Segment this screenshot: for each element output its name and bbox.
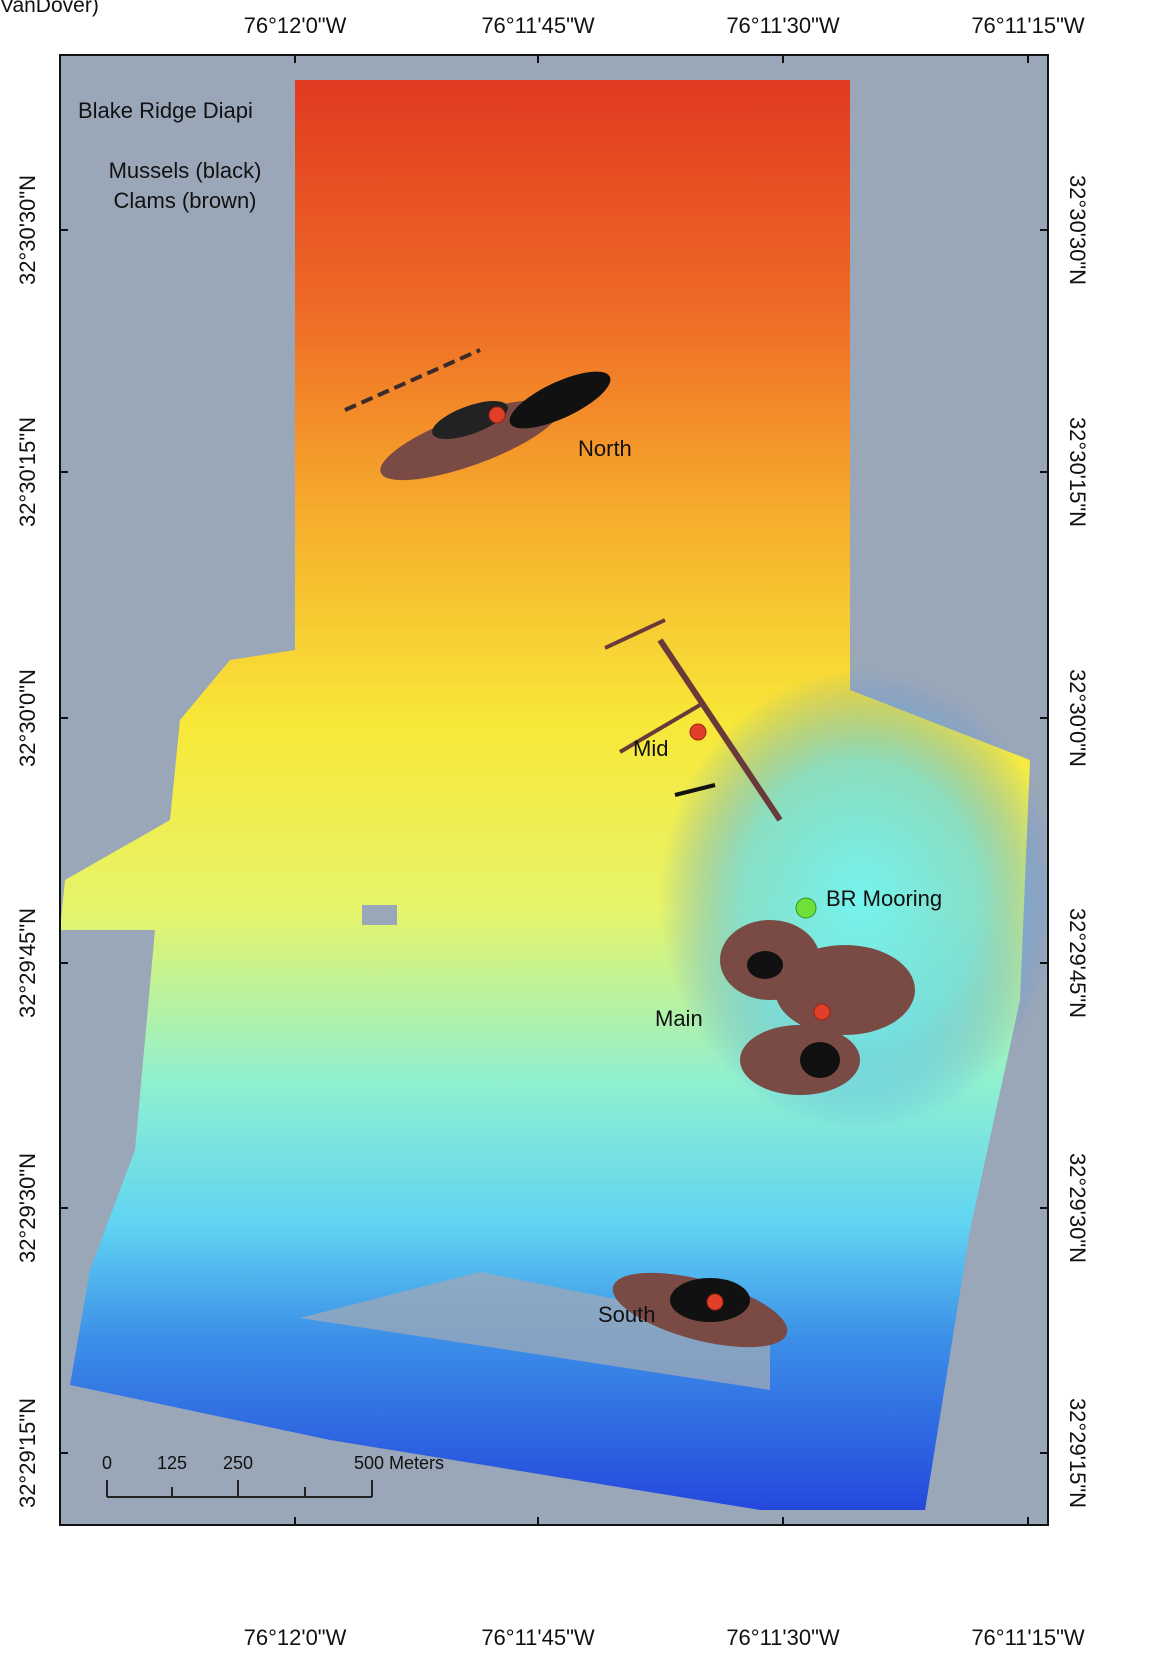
- longitude-label: 76°11'30"W: [726, 13, 840, 38]
- site-label: Main: [655, 1006, 703, 1031]
- map-title: Blake Ridge Diapi: [78, 98, 253, 123]
- legend-entry: Mussels (black): [109, 158, 262, 183]
- longitude-label: 76°11'15"W: [971, 1625, 1085, 1650]
- latitude-label: 32°29'45"N: [1065, 908, 1090, 1018]
- latitude-label: 32°29'45"N: [15, 908, 40, 1018]
- scale-label: 500 Meters: [354, 1453, 444, 1473]
- longitude-label: 76°11'45"W: [481, 13, 595, 38]
- latitude-label: 32°30'15"N: [15, 417, 40, 527]
- longitude-label: 76°12'0"W: [244, 1625, 347, 1650]
- site-label: North: [578, 436, 632, 461]
- latitude-label: 32°29'30"N: [15, 1153, 40, 1263]
- site-label: Mid: [633, 736, 668, 761]
- map-body: [60, 55, 1060, 1525]
- longitude-label: 76°12'0"W: [244, 13, 347, 38]
- scale-label: 250: [223, 1453, 253, 1473]
- legend-entry: Clams (brown): [113, 188, 256, 213]
- scale-label: 0: [102, 1453, 112, 1473]
- longitude-label: 76°11'45"W: [481, 1625, 595, 1650]
- site-label: BR Mooring: [826, 886, 942, 911]
- map-figure: VanDover): [0, 0, 1158, 1650]
- latitude-label: 32°30'30"N: [1065, 175, 1090, 285]
- latitude-label: 32°29'15"N: [1065, 1398, 1090, 1508]
- scale-label: 125: [157, 1453, 187, 1473]
- latitude-label: 32°30'30"N: [15, 175, 40, 285]
- latitude-label: 32°29'15"N: [15, 1398, 40, 1508]
- latitude-label: 32°29'30"N: [1065, 1153, 1090, 1263]
- latitude-label: 32°30'0"N: [1065, 669, 1090, 767]
- data-gap: [362, 905, 397, 925]
- longitude-label: 76°11'30"W: [726, 1625, 840, 1650]
- longitude-label: 76°11'15"W: [971, 13, 1085, 38]
- caption-fragment: VanDover): [0, 0, 99, 17]
- site-label: South: [598, 1302, 656, 1327]
- latitude-label: 32°30'0"N: [15, 669, 40, 767]
- latitude-label: 32°30'15"N: [1065, 417, 1090, 527]
